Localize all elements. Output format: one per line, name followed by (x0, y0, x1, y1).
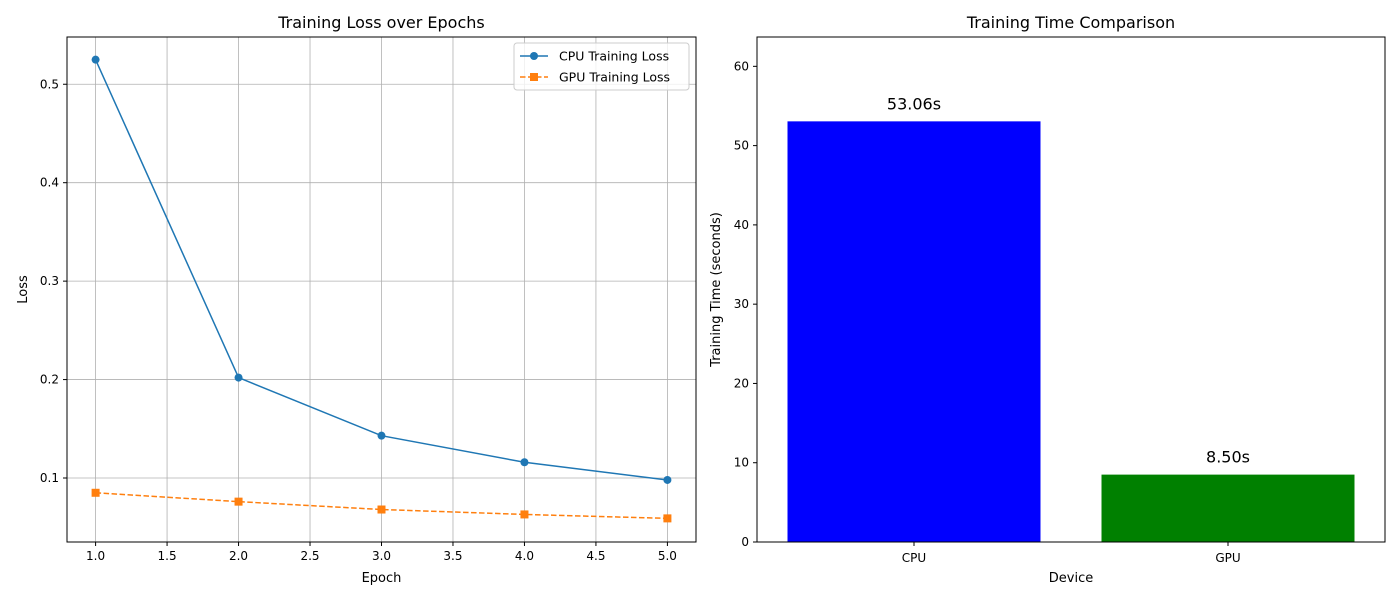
y-tick-label: 0.3 (40, 274, 59, 288)
data-point (377, 505, 386, 514)
y-tick-label: 0.4 (40, 176, 59, 190)
y-tick-label: 40 (734, 218, 749, 232)
y-tick-label: 10 (734, 456, 749, 470)
x-tick-label: 5.0 (658, 549, 677, 563)
x-tick-label: GPU (1215, 551, 1240, 565)
series-line-gpu (95, 492, 668, 520)
y-tick-label: 30 (734, 297, 749, 311)
data-point (91, 55, 100, 64)
data-point (91, 488, 100, 497)
x-tick-label: CPU (902, 551, 926, 565)
data-point (234, 373, 243, 382)
x-tick-label: 4.5 (586, 549, 605, 563)
y-axis-label: Loss (16, 275, 31, 304)
y-tick-label: 0.2 (40, 373, 59, 387)
bar-gpu (1101, 474, 1355, 542)
legend-label: GPU Training Loss (559, 70, 670, 85)
data-point (377, 431, 386, 440)
legend-box (513, 42, 690, 91)
x-tick-label: 2.0 (229, 549, 248, 563)
y-tick-label: 50 (734, 139, 749, 153)
legend-marker (530, 73, 538, 81)
x-tick-label: 2.5 (300, 549, 319, 563)
bar-value-label: 53.06s (887, 94, 941, 113)
y-tick-label: 60 (734, 59, 749, 73)
y-tick-label: 0.5 (40, 77, 59, 91)
data-point (520, 458, 529, 467)
loss-line-chart: 1.0 1.5 2.0 2.5 3.0 3.5 4.0 4.5 5.0 0.1 0.2 0.3 0.4 0… (16, 13, 697, 586)
x-tick-label: 4.0 (515, 549, 534, 563)
y-tick-label: 0.1 (40, 471, 59, 485)
data-point (663, 514, 672, 523)
legend: CPU Training Loss GPU Training Loss (513, 42, 690, 91)
chart-title: Training Time Comparison (966, 13, 1175, 32)
y-tick-label: 0 (741, 535, 749, 549)
y-tick-label: 20 (734, 376, 749, 390)
x-axis-label: Epoch (362, 571, 402, 586)
x-tick-label: 3.5 (443, 549, 462, 563)
legend-label: CPU Training Loss (559, 49, 669, 64)
plot-frame (756, 36, 1386, 543)
x-tick-label: 1.0 (86, 549, 105, 563)
data-point (234, 497, 243, 506)
bar-cpu (787, 121, 1041, 542)
x-tick-label: 3.0 (372, 549, 391, 563)
data-point (663, 475, 672, 484)
x-axis-label: Device (1049, 571, 1093, 586)
data-point (520, 510, 529, 519)
bar-value-label: 8.50s (1206, 448, 1250, 467)
legend-marker (530, 52, 538, 60)
x-tick-label: 1.5 (158, 549, 177, 563)
chart-title: Training Loss over Epochs (277, 13, 485, 32)
time-bar-chart: 53.06s 8.50s CPU GPU 0 10 20 30 40 50 60 Training T… (709, 13, 1386, 586)
y-axis-label: Training Time (seconds) (709, 212, 724, 368)
